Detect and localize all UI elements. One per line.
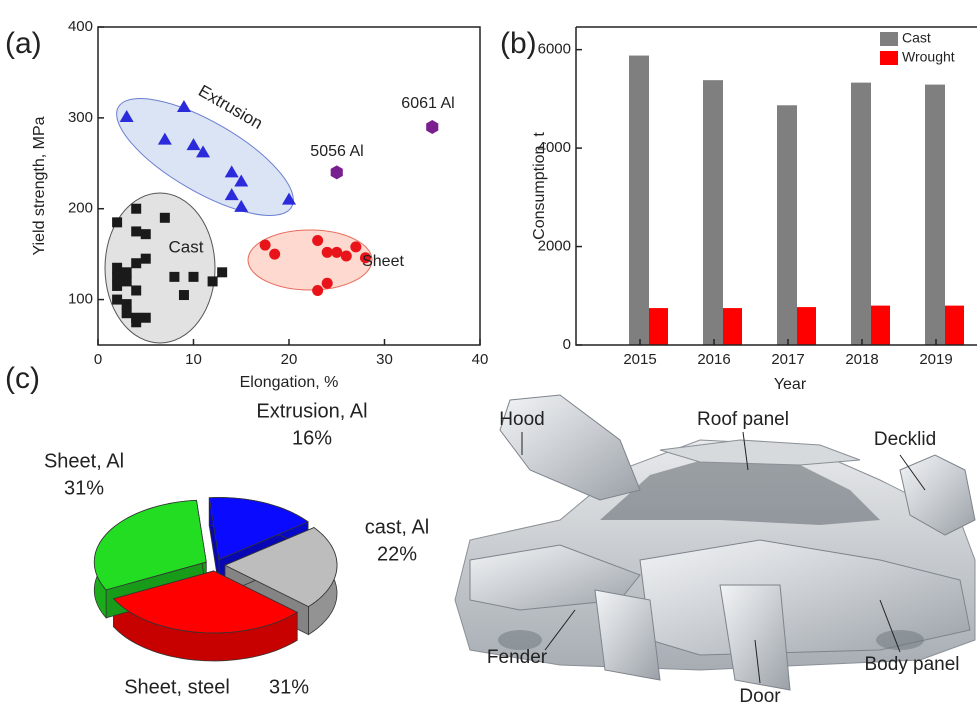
x-tick-label: 2016: [697, 351, 730, 368]
figure: (a) (b) (c) 0 10 20 30 40 100 200 300 400 Elongation…: [0, 0, 977, 707]
y-axis-title: Consumption, t: [531, 132, 548, 240]
photo-label: Roof panel: [697, 409, 789, 430]
data-point: [331, 165, 343, 179]
data-point: [426, 120, 438, 134]
data-point: [112, 281, 122, 291]
legend-label: Wrought: [902, 49, 955, 65]
photo-label: Hood: [499, 409, 544, 430]
data-point: [112, 295, 122, 305]
x-tick-label: 10: [185, 351, 202, 368]
data-point: [141, 229, 151, 239]
data-point: [141, 313, 151, 323]
x-tick-label: 40: [472, 351, 489, 368]
group-label: 5056 Al: [310, 143, 363, 160]
data-point: [122, 267, 132, 277]
photo-label: Door: [739, 686, 781, 707]
legend-label: Cast: [902, 30, 931, 46]
group-label: 6061 Al: [401, 95, 454, 112]
pie-label: cast, Al: [365, 516, 429, 538]
x-tick-label: 20: [281, 351, 298, 368]
data-point: [189, 272, 199, 282]
data-point: [122, 299, 132, 309]
group-ellipse: [248, 230, 372, 290]
x-tick-label: 2018: [845, 351, 878, 368]
pie-value-label: 31%: [269, 676, 309, 698]
photo-label: Decklid: [874, 429, 936, 450]
data-point: [122, 308, 132, 318]
x-tick-label: 2015: [623, 351, 656, 368]
y-tick-label: 6000: [538, 41, 571, 58]
x-tick-label: 2019: [919, 351, 952, 368]
panel-label: (a): [5, 27, 42, 60]
bar: [925, 85, 945, 345]
panel-label: (b): [500, 27, 537, 60]
data-point: [131, 317, 141, 327]
legend-swatch: [880, 32, 898, 46]
bar: [851, 83, 871, 345]
pie-label: Sheet, steel: [124, 676, 230, 698]
data-point: [341, 250, 352, 261]
data-point: [131, 258, 141, 268]
pie-value-label: 31%: [64, 477, 104, 499]
y-tick-label: 400: [68, 18, 93, 35]
x-axis-title: Elongation, %: [240, 374, 339, 391]
data-point: [331, 247, 342, 258]
group-label: Sheet: [362, 253, 404, 270]
bar: [649, 308, 668, 345]
data-point: [122, 276, 132, 286]
data-point: [141, 254, 151, 264]
data-point: [131, 204, 141, 214]
data-point: [350, 241, 361, 252]
y-tick-label: 0: [563, 336, 571, 353]
data-point: [169, 272, 179, 282]
panel-label: (c): [5, 362, 40, 395]
pie-label: Sheet, Al: [44, 450, 124, 472]
data-point: [322, 278, 333, 289]
legend-swatch: [880, 51, 898, 65]
data-point: [312, 285, 323, 296]
bar: [777, 105, 797, 345]
data-point: [160, 213, 170, 223]
x-tick-label: 0: [94, 351, 102, 368]
data-point: [217, 267, 227, 277]
y-axis-title: Yield strength, MPa: [31, 116, 48, 255]
data-point: [112, 263, 122, 273]
bar: [871, 306, 890, 345]
bar: [797, 307, 816, 345]
data-point: [269, 249, 280, 260]
data-point: [131, 226, 141, 236]
data-point: [322, 247, 333, 258]
x-tick-label: 2017: [771, 351, 804, 368]
data-point: [112, 217, 122, 227]
y-tick-label: 300: [68, 109, 93, 126]
bar: [945, 306, 964, 345]
bar: [723, 308, 742, 345]
data-point: [112, 272, 122, 282]
photo-label: Body panel: [864, 654, 959, 675]
x-tick-label: 30: [376, 351, 393, 368]
data-point: [260, 240, 271, 251]
y-tick-label: 100: [68, 291, 93, 308]
y-tick-label: 200: [68, 200, 93, 217]
bar: [629, 56, 649, 345]
group-label: Cast: [169, 237, 204, 256]
x-axis-title: Year: [774, 376, 807, 393]
pie-label: Extrusion, Al: [256, 400, 367, 422]
data-point: [179, 290, 189, 300]
data-point: [312, 235, 323, 246]
pie-value-label: 16%: [292, 427, 332, 449]
data-point: [131, 285, 141, 295]
pie-value-label: 22%: [377, 543, 417, 565]
data-point: [208, 276, 218, 286]
photo-label: Fender: [487, 647, 548, 668]
bar: [703, 80, 723, 345]
